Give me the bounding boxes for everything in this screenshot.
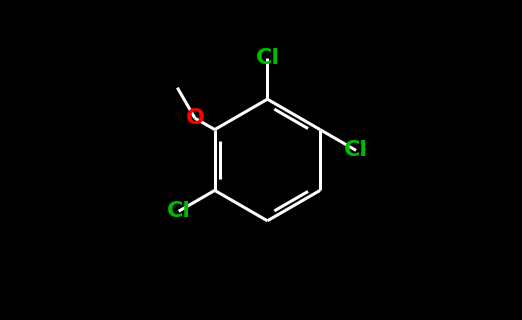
Text: O: O	[185, 108, 205, 128]
Text: Cl: Cl	[344, 140, 368, 160]
Text: Cl: Cl	[255, 48, 279, 68]
Text: Cl: Cl	[167, 201, 191, 221]
